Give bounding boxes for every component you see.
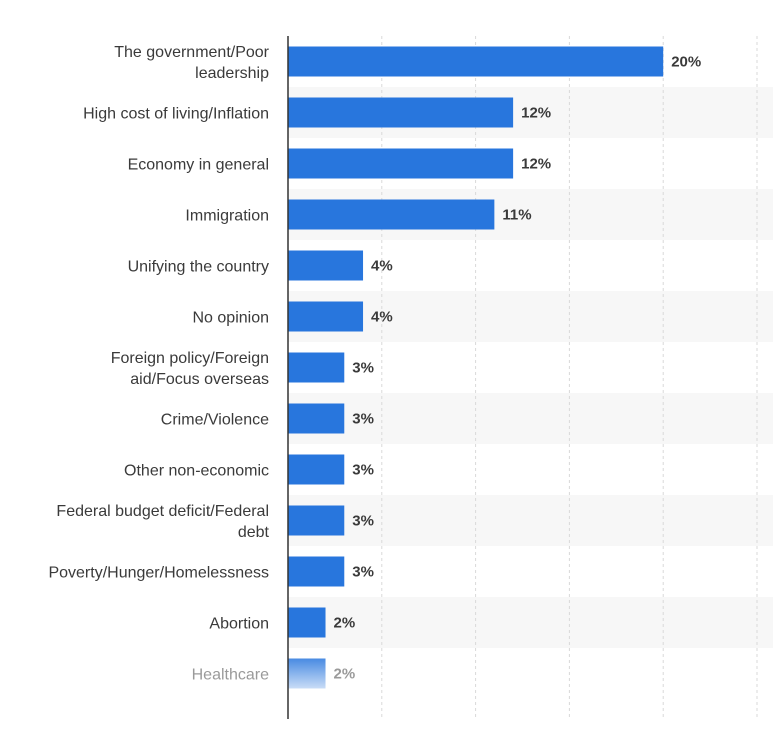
category-label: Unifying the country (128, 259, 269, 276)
value-label: 2% (334, 615, 356, 632)
bar[interactable] (288, 46, 664, 77)
bar[interactable] (288, 454, 345, 485)
category-label: Healthcare (192, 667, 269, 684)
value-label: 3% (352, 411, 374, 428)
bar[interactable] (288, 658, 326, 689)
bar[interactable] (288, 148, 514, 179)
value-label: 11% (502, 207, 531, 224)
value-label: 2% (334, 666, 356, 683)
bar[interactable] (288, 301, 364, 332)
category-label: Other non-economic (124, 463, 269, 480)
category-label: Immigration (185, 208, 269, 225)
bar[interactable] (288, 352, 345, 383)
bar[interactable] (288, 607, 326, 638)
row-bands (288, 87, 773, 648)
value-label: 4% (371, 258, 393, 275)
value-label: 12% (521, 156, 551, 173)
value-label: 3% (352, 513, 374, 530)
value-label: 12% (521, 105, 551, 122)
value-label: 4% (371, 309, 393, 326)
bar[interactable] (288, 505, 345, 536)
category-label: High cost of living/Inflation (83, 106, 269, 123)
category-labels: The government/Poor leadership High cost o… (48, 44, 269, 684)
category-label: Crime/Violence (161, 412, 269, 429)
row-band (288, 291, 773, 342)
bar[interactable] (288, 250, 364, 281)
category-label: Poverty/Hunger/Homelessness (48, 565, 269, 582)
row-band (288, 495, 773, 546)
category-label: No opinion (193, 310, 270, 327)
bar[interactable] (288, 403, 345, 434)
bars (288, 46, 664, 689)
value-label: 20% (671, 54, 701, 71)
row-band (288, 393, 773, 444)
category-label: Federal budget deficit/Federal debt (56, 503, 269, 541)
category-label: Economy in general (128, 157, 269, 174)
category-label: Abortion (209, 616, 269, 633)
value-label: 3% (352, 360, 374, 377)
value-label: 3% (352, 462, 374, 479)
row-band (288, 597, 773, 648)
category-label: Foreign policy/Foreign aid/Focus overseas (111, 350, 269, 388)
bar[interactable] (288, 97, 514, 128)
value-labels: 20% 12% 12% 11% 4% 4% 3% 3% 3% 3% 3% 2% 2% (334, 54, 702, 683)
value-label: 3% (352, 564, 374, 581)
bar[interactable] (288, 199, 495, 230)
bar[interactable] (288, 556, 345, 587)
category-label: The government/Poor leadership (114, 44, 269, 82)
